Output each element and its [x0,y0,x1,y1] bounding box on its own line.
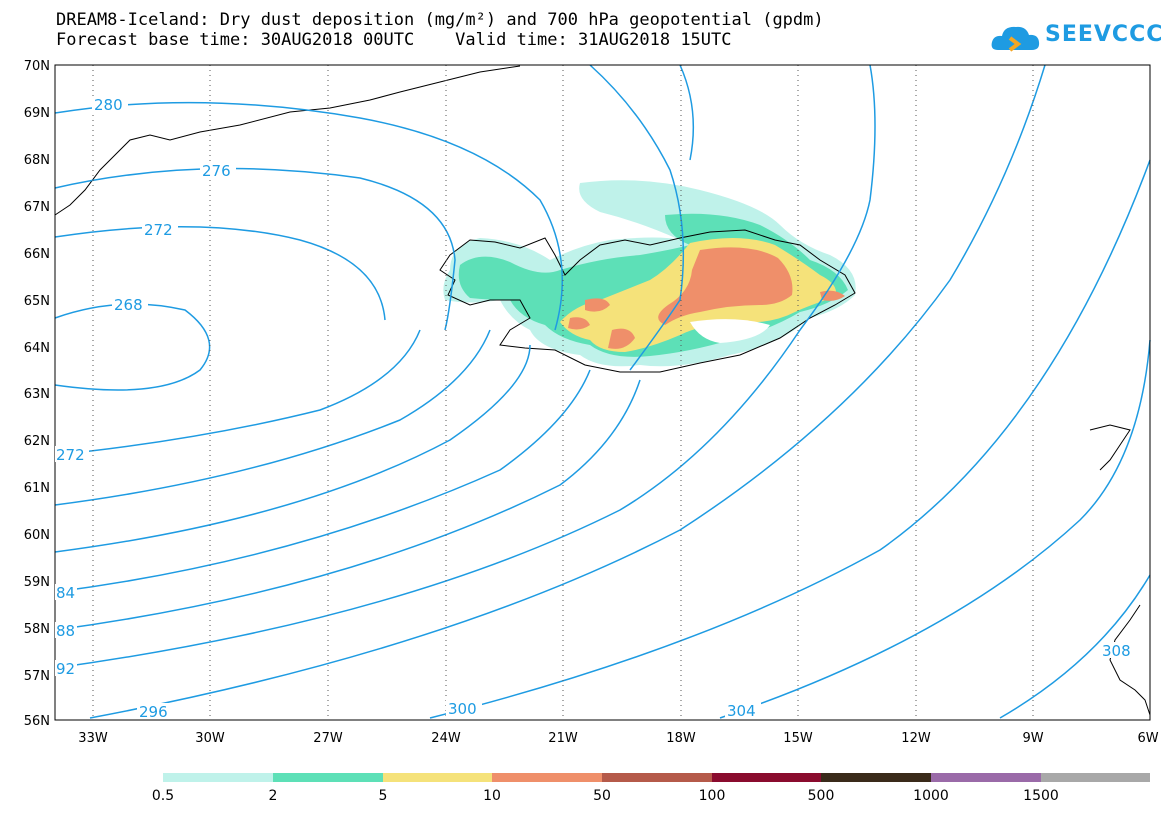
map-frame [54,64,1151,721]
longitude-axis: 33W 30W 27W 24W 21W 18W 15W 12W 9W 6W [78,731,1158,746]
legend-label: 10 [483,788,501,804]
contour-280 [54,101,563,331]
contour-labels: 280 276 272 268 272 84 88 92 296 300 304… [55,96,1138,721]
lat-label: 67N [24,200,50,215]
lon-label: 33W [78,731,108,746]
legend-label: 50 [593,788,611,804]
legend-swatch-1 [273,773,383,782]
geopotential-contours [54,64,1151,719]
contour-label-276: 276 [202,162,231,180]
lat-label: 68N [24,153,50,168]
legend-label: 1000 [913,788,949,804]
coastlines [54,65,1151,716]
lat-label: 63N [24,387,50,402]
contour-label-280: 280 [94,96,123,114]
legend-swatch-6 [821,773,931,782]
contour-268 [54,303,211,391]
contour-272a [54,225,386,321]
lon-label: 24W [431,731,461,746]
lat-label: 56N [24,714,50,729]
lon-label: 27W [313,731,343,746]
lon-label: 15W [783,731,813,746]
contour-label-272: 272 [144,221,173,239]
lon-label: 18W [666,731,696,746]
contour-276b [54,329,491,506]
contour-304 [719,339,1151,719]
contour-300 [429,159,1151,719]
contour-north-a [589,64,685,371]
contour-272b [54,329,421,456]
lon-label: 6W [1137,731,1158,746]
lat-label: 58N [24,622,50,637]
dust-shading [443,180,856,367]
contour-label-304: 304 [727,702,756,720]
legend-swatch-5 [712,773,821,782]
legend-swatch-7 [931,773,1041,782]
iceland-coast [439,229,856,373]
legend-label: 5 [379,788,388,804]
contour-296 [89,64,1046,719]
cloud-logo-icon [991,26,1040,52]
contour-label-296: 296 [139,703,168,721]
dust-area-10 [658,247,793,325]
legend-label: 100 [699,788,726,804]
legend-swatch-3 [492,773,602,782]
legend-swatch-2 [383,773,492,782]
contour-label-284: 84 [56,584,75,602]
lat-label: 66N [24,247,50,262]
greenland-coast [54,65,521,216]
contour-label-300: 300 [448,700,477,718]
lon-label: 30W [195,731,225,746]
contour-label-292: 92 [56,660,75,678]
legend-label: 0.5 [152,788,174,804]
legend-swatch-0 [163,773,273,782]
lat-label: 70N [24,59,50,74]
contour-308 [999,574,1151,719]
faroe-coast [1089,424,1131,471]
legend-swatch-4 [602,773,712,782]
latitude-axis: 70N 69N 68N 67N 66N 65N 64N 63N 62N 61N … [24,59,50,729]
lon-label: 12W [901,731,931,746]
contour-292 [54,64,876,669]
contour-280b [54,344,531,553]
contour-label-272-south: 272 [56,446,85,464]
contour-276 [54,167,456,331]
chart-subtitle: Forecast base time: 30AUG2018 00UTC Vali… [56,30,732,50]
legend-swatch-8 [1041,773,1150,782]
color-legend: 0.5 2 5 10 50 100 500 1000 1500 [152,773,1150,804]
contour-284 [54,369,591,593]
scotland-coast [1109,604,1151,716]
logo-text: SEEVCCC [1045,22,1164,47]
legend-label: 500 [808,788,835,804]
grid-lines [92,65,1034,720]
contour-north-b [679,64,695,161]
chart-title: DREAM8-Iceland: Dry dust deposition (mg/… [56,10,824,30]
legend-label: 1500 [1023,788,1059,804]
lat-label: 64N [24,341,50,356]
contour-label-288: 88 [56,622,75,640]
lat-label: 57N [24,669,50,684]
contour-label-308: 308 [1102,642,1131,660]
legend-label: 2 [269,788,278,804]
contour-288 [54,379,641,631]
lat-label: 65N [24,294,50,309]
lon-label: 9W [1022,731,1043,746]
lat-label: 59N [24,575,50,590]
lon-label: 21W [548,731,578,746]
lat-label: 62N [24,434,50,449]
lat-label: 60N [24,528,50,543]
lat-label: 61N [24,481,50,496]
contour-label-268: 268 [114,296,143,314]
lat-label: 69N [24,106,50,121]
